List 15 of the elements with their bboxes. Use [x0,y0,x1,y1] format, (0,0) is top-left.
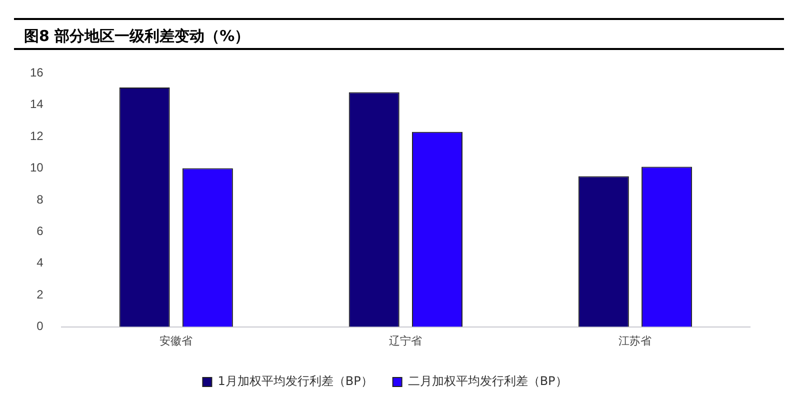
y-tick-label: 4 [36,256,44,270]
legend-label: 1月加权平均发行利差（BP） [218,374,373,388]
y-tick-label: 6 [36,224,44,238]
x-tick-label: 安徽省 [160,334,193,348]
y-tick-label: 12 [30,128,44,143]
y-tick-label: 0 [36,319,44,334]
y-tick-label: 2 [36,287,44,302]
x-tick-label: 江苏省 [618,334,652,348]
x-tick-label: 辽宁省 [389,334,422,348]
y-tick-label: 8 [36,192,44,206]
y-tick-label: 10 [30,160,44,175]
chart-title: 图8 部分地区一级利差变动（%） [14,18,784,50]
y-tick-label: 14 [30,97,44,112]
y-tick-label: 16 [30,66,44,80]
legend-label: 二月加权平均发行利差（BP） [408,374,568,388]
